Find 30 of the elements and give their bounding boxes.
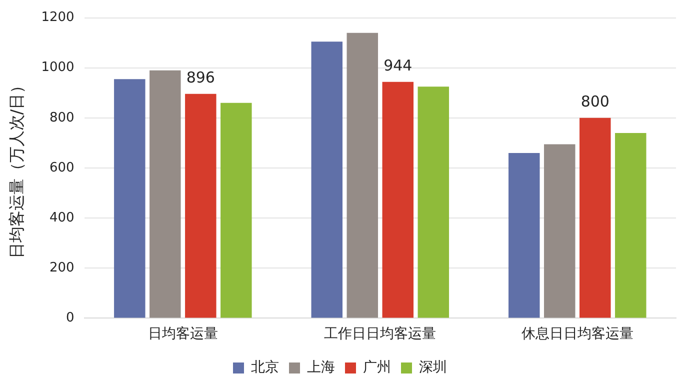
legend-label: 广州	[363, 360, 391, 376]
bar	[220, 102, 252, 318]
y-tick-label: 0	[66, 310, 74, 326]
bar	[580, 118, 611, 318]
bar	[346, 32, 378, 318]
bar	[114, 79, 146, 318]
x-tick-label: 日均客运量	[148, 326, 218, 342]
bar	[418, 86, 450, 318]
bar	[311, 42, 343, 318]
legend-label: 上海	[307, 360, 335, 376]
y-axis-title: 日均客运量（万人次/日）	[6, 77, 26, 259]
y-tick-label: 1200	[41, 10, 74, 26]
bar	[544, 144, 576, 318]
x-tick-label: 休息日日均客运量	[521, 326, 634, 342]
data-label: 896	[186, 68, 215, 86]
legend-label: 北京	[251, 360, 279, 376]
y-tick-label: 400	[49, 210, 74, 226]
y-tick-label: 200	[49, 260, 74, 276]
data-label: 800	[580, 92, 610, 110]
y-tick-label: 800	[49, 110, 74, 126]
bar	[150, 70, 181, 318]
bar	[615, 132, 646, 318]
data-label: 944	[384, 56, 412, 74]
bar	[508, 152, 540, 318]
x-tick-label: 工作日日均客运量	[324, 326, 436, 342]
y-tick-label: 1000	[41, 60, 74, 76]
bar	[185, 94, 216, 318]
legend-label: 深圳	[419, 360, 447, 376]
bar	[382, 82, 414, 318]
y-tick-label: 600	[49, 160, 74, 176]
